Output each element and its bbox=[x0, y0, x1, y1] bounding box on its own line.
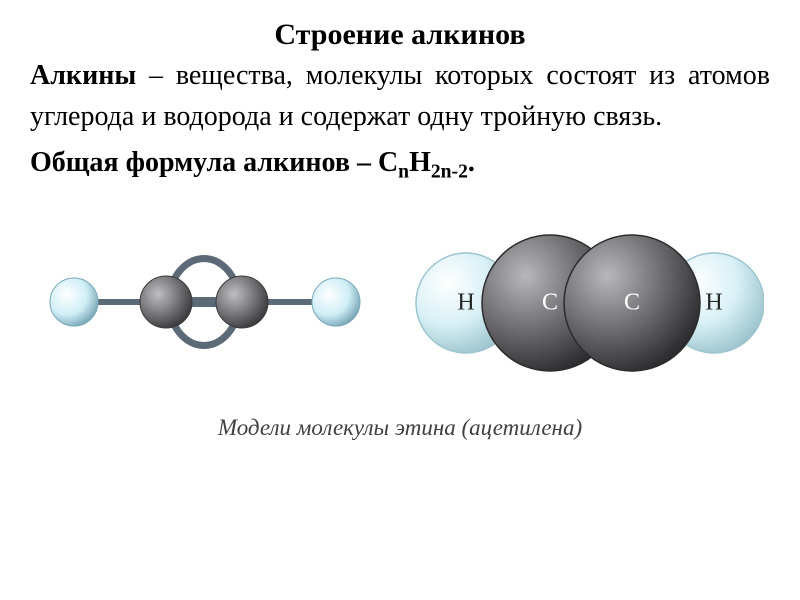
atom-label: C bbox=[542, 290, 558, 316]
ball-stick-model bbox=[36, 232, 376, 372]
formula-mid: H bbox=[409, 147, 431, 178]
slide-title: Строение алкинов bbox=[30, 18, 770, 52]
definition-term: Алкины bbox=[30, 60, 136, 91]
pi-lobe bbox=[172, 259, 236, 285]
carbon-atom bbox=[216, 276, 268, 328]
slide-container: Строение алкинов Алкины – вещества, моле… bbox=[0, 0, 800, 600]
hydrogen-atom bbox=[312, 278, 360, 326]
definition-paragraph: Алкины – вещества, молекулы которых сост… bbox=[30, 56, 770, 137]
atom-label: H bbox=[705, 290, 722, 316]
formula-prefix: Общая формула алкинов – С bbox=[30, 147, 398, 178]
figure-caption: Модели молекулы этина (ацетилена) bbox=[30, 415, 770, 441]
definition-body: – вещества, молекулы которых состоят из … bbox=[30, 60, 770, 132]
hydrogen-atom bbox=[50, 278, 98, 326]
formula-sub-2n2: 2n-2 bbox=[431, 162, 468, 183]
carbon-atom bbox=[140, 276, 192, 328]
formula-sub-n: n bbox=[398, 162, 409, 183]
atom-label: H bbox=[457, 290, 474, 316]
formula-suffix: . bbox=[468, 147, 475, 178]
atom-label: C bbox=[624, 290, 640, 316]
formula-line: Общая формула алкинов – СnH2n-2. bbox=[30, 143, 770, 187]
space-filling-model: HCCH bbox=[404, 217, 764, 387]
diagram-row: HCCH bbox=[30, 217, 770, 387]
pi-lobe bbox=[172, 320, 236, 346]
